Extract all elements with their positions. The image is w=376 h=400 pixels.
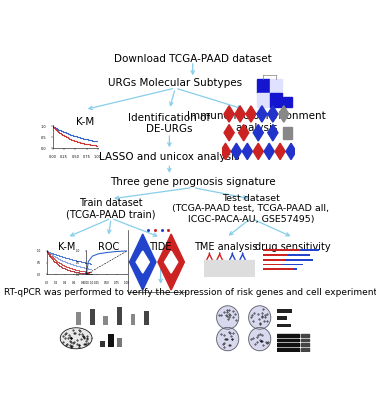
Circle shape bbox=[217, 306, 239, 329]
Text: ROC: ROC bbox=[97, 242, 119, 252]
Polygon shape bbox=[136, 251, 149, 273]
Text: Three gene prognosis signature: Three gene prognosis signature bbox=[110, 177, 276, 187]
Bar bbox=[283, 97, 292, 106]
Text: LASSO and unicox analysis: LASSO and unicox analysis bbox=[99, 152, 240, 162]
Text: K-M: K-M bbox=[76, 117, 94, 127]
Text: Download TCGA-PAAD dataset: Download TCGA-PAAD dataset bbox=[114, 54, 271, 64]
Text: TIDE: TIDE bbox=[149, 242, 172, 252]
Polygon shape bbox=[165, 251, 178, 273]
Text: Train dataset
(TCGA-PAAD train): Train dataset (TCGA-PAAD train) bbox=[66, 198, 156, 220]
Polygon shape bbox=[158, 234, 184, 290]
Circle shape bbox=[217, 327, 239, 351]
Text: URGs Molecular Subtypes: URGs Molecular Subtypes bbox=[108, 78, 242, 88]
Circle shape bbox=[249, 306, 271, 329]
Polygon shape bbox=[129, 234, 156, 290]
Text: Identification of
DE-URGs: Identification of DE-URGs bbox=[128, 113, 211, 134]
Text: Test dataset
(TCGA-PAAD test, TCGA-PAAD all,
ICGC-PACA-AU, GSE57495): Test dataset (TCGA-PAAD test, TCGA-PAAD … bbox=[173, 194, 329, 224]
Text: RT-qPCR was performed to verify the expression of risk genes and cell experiment: RT-qPCR was performed to verify the expr… bbox=[4, 288, 376, 297]
Bar bbox=[257, 93, 269, 106]
Text: TME analysis: TME analysis bbox=[194, 242, 258, 252]
Bar bbox=[270, 93, 282, 106]
Text: K-M: K-M bbox=[58, 242, 76, 252]
Text: Immunomicroenvironment
analysis: Immunomicroenvironment analysis bbox=[187, 111, 326, 133]
Bar bbox=[257, 80, 269, 93]
Circle shape bbox=[249, 327, 271, 351]
Bar bbox=[270, 80, 282, 93]
Text: drug sensitivity: drug sensitivity bbox=[255, 242, 331, 252]
